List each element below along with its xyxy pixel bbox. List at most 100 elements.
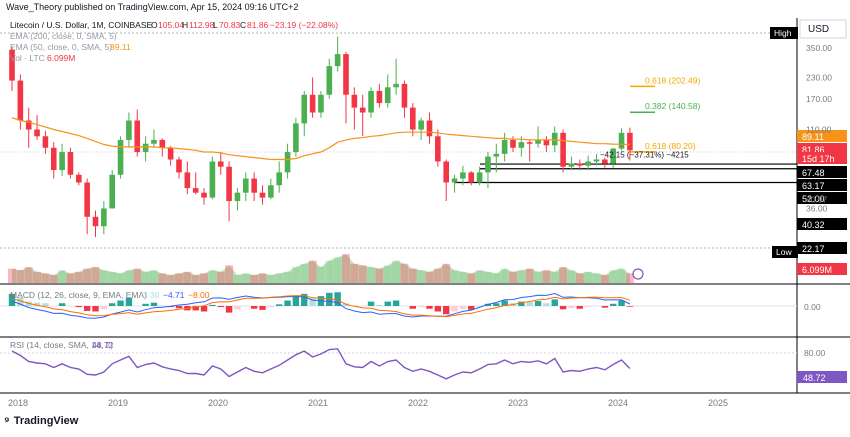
measure-label: −42.15 (−37.31%) −4215 <box>600 150 689 159</box>
macd-signal-line <box>11 295 631 318</box>
macd-histogram-bar <box>284 300 291 306</box>
candle-body <box>59 152 65 171</box>
candle-body <box>259 192 266 198</box>
volume-bar <box>350 263 359 283</box>
volume-bar <box>559 267 568 283</box>
candle-body <box>334 54 341 67</box>
volume-bar <box>133 268 142 283</box>
price-tag: 67.48 <box>802 168 825 178</box>
candle-body <box>393 83 399 88</box>
candle-body <box>109 174 115 209</box>
volume-bar <box>266 275 275 283</box>
macd-histogram-bar <box>58 303 66 306</box>
macd-histogram-bar <box>367 301 375 306</box>
macd-histogram-bar <box>417 306 425 308</box>
volume-bar <box>316 267 325 283</box>
fib-level-label: 0.618 (80.20) <box>645 141 696 151</box>
ema200-label[interactable]: EMA (200, close, 0, SMA, 5) <box>10 31 117 41</box>
candle-body <box>134 120 141 153</box>
candle-body <box>117 139 124 175</box>
macd-legend: MACD (12, 26, close, 9, EMA, EMA) -3.30 … <box>10 290 821 312</box>
volume-bar <box>158 273 167 283</box>
volume-bar <box>208 270 217 283</box>
rsi-legend: RSI (14, close, SMA, 14, 2) 48.72 80.00 <box>10 340 826 358</box>
volume-bar <box>575 273 584 283</box>
macd-histogram-bar <box>551 299 558 306</box>
candle-body <box>577 163 583 166</box>
candle-body <box>284 152 291 173</box>
macd-histogram-bar <box>518 301 525 306</box>
candle-body <box>568 163 575 167</box>
macd-label[interactable]: MACD (12, 26, close, 9, EMA, EMA) <box>10 290 147 300</box>
time-axis-label: 2021 <box>308 398 328 408</box>
rsi-axis-80: 80.00 <box>804 348 826 358</box>
candle-body <box>201 192 207 198</box>
volume-bar <box>149 270 158 283</box>
volume-value: 6.099M <box>47 53 75 63</box>
macd-histogram-bar <box>351 305 358 306</box>
macd-histogram-bar <box>200 306 208 312</box>
macd-histogram-bar <box>576 306 583 309</box>
candle-body <box>359 107 366 113</box>
macd-histogram-bar <box>610 303 617 306</box>
macd-histogram-bar <box>250 306 258 309</box>
volume-bar <box>475 270 484 283</box>
time-axis-label: 2018 <box>8 398 28 408</box>
macd-histogram-bar <box>334 292 341 306</box>
macd-histogram-bar <box>225 306 233 313</box>
volume-bar <box>275 273 284 283</box>
time-axis-label: 2023 <box>508 398 528 408</box>
volume-bar <box>41 273 50 283</box>
volume-bar <box>483 271 492 283</box>
time-axis-label: 2019 <box>108 398 128 408</box>
macd-histogram-bar <box>217 306 224 308</box>
rsi-label[interactable]: RSI (14, close, SMA, 14, 2) <box>10 340 113 350</box>
macd-histogram-bar <box>493 303 500 306</box>
high-tag: High <box>774 28 792 38</box>
volume-label[interactable]: Vol · LTC <box>10 53 45 63</box>
price-axis-label: 110.00 <box>806 125 832 135</box>
candle-body <box>376 90 383 104</box>
candle-body <box>443 161 449 183</box>
macd-histogram-bar <box>150 302 158 306</box>
macd-histogram-bar <box>33 302 41 306</box>
volume-bar <box>124 270 133 283</box>
macd-value-hist: -3.30 <box>140 290 160 300</box>
alert-icon <box>632 268 644 280</box>
candle-body <box>142 143 149 153</box>
volume-bar <box>66 273 75 283</box>
macd-histogram-bar <box>192 306 199 311</box>
volume-area <box>12 254 630 283</box>
volume-bar <box>417 270 426 283</box>
footer: ⁹ TradingView <box>4 414 78 428</box>
footer-brand: TradingView <box>13 415 79 427</box>
macd-histogram-bar <box>618 300 625 306</box>
volume-bar <box>567 270 576 283</box>
currency-box[interactable] <box>799 19 847 39</box>
low-tag: Low <box>776 247 792 257</box>
volume-bar <box>367 267 376 283</box>
candle-body <box>192 188 199 193</box>
volume-bar <box>617 268 626 283</box>
volume-bar <box>216 271 225 283</box>
volume-bar <box>8 268 16 283</box>
volume-bar <box>458 271 467 283</box>
price-axis-label: 170.00 <box>806 94 832 104</box>
ohlc-h-value: 112.98 <box>189 20 215 30</box>
ema50-label[interactable]: EMA (50, close, 0, SMA, 5) <box>10 42 112 52</box>
candle-body <box>84 182 90 217</box>
candle-body <box>251 178 257 193</box>
macd-histogram-bar <box>292 296 300 306</box>
time-axis[interactable]: 2018 2019 2020 2021 2022 2023 2024 2025 <box>8 398 728 408</box>
time-axis-label: 2022 <box>408 398 428 408</box>
ohlc-o-value: 105.04 <box>158 20 184 30</box>
candle-body <box>126 120 132 140</box>
volume-bar <box>58 270 67 283</box>
macd-histogram-bar <box>83 306 91 311</box>
price-axis-label: 40.97 <box>806 194 828 204</box>
volume-bar <box>517 270 526 283</box>
candle-body <box>67 152 74 175</box>
